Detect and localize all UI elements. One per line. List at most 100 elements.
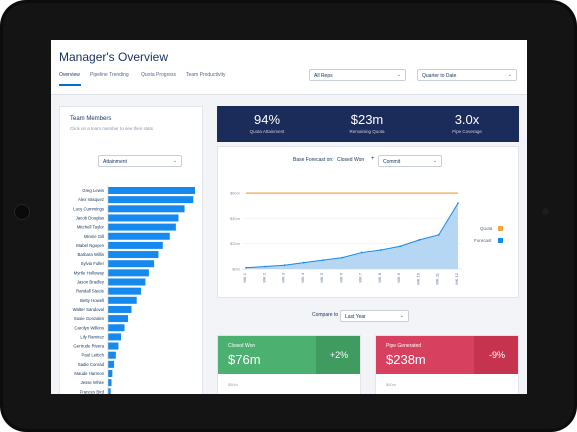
forecast-point[interactable]	[399, 245, 402, 248]
closed-won-option[interactable]: Closed Won	[337, 157, 365, 163]
member-attainment-bar[interactable]	[108, 324, 125, 332]
member-attainment-bar[interactable]	[108, 296, 137, 304]
forecast-point[interactable]	[322, 259, 324, 262]
forecast-point[interactable]	[437, 233, 440, 236]
member-attainment-bar[interactable]	[108, 315, 129, 323]
kpi-remaining-quota: $23m Remaining Quota	[317, 112, 417, 134]
closed-won-value: $76m	[228, 352, 261, 367]
member-name-label: Sadie Conrad	[78, 362, 105, 367]
tab-pipeline-trending[interactable]: Pipeline Trending	[90, 72, 129, 78]
forecast-point[interactable]	[418, 239, 421, 241]
member-attainment-bar[interactable]	[108, 241, 163, 249]
closed-won-footer: $50m	[228, 382, 239, 387]
forecast-point[interactable]	[245, 266, 247, 269]
member-attainment-bar[interactable]	[108, 260, 155, 268]
x-tick-label: WK 3	[281, 272, 286, 283]
y-tick-label: $0m	[232, 267, 240, 272]
tab-team-productivity[interactable]: Team Productivity	[186, 72, 226, 78]
forecast-line	[245, 202, 459, 269]
member-attainment-bar[interactable]	[108, 278, 146, 286]
pipe-generated-footer: $50m	[386, 382, 397, 387]
x-tick-label: WK 7	[358, 272, 363, 283]
member-attainment-bar[interactable]	[108, 251, 159, 259]
member-attainment-bar[interactable]	[108, 205, 185, 213]
forecast-point[interactable]	[457, 202, 459, 205]
member-attainment-bar[interactable]	[108, 379, 112, 387]
kpi-pipe-coverage: 3.0x Pipe Coverage	[417, 112, 517, 134]
x-tick-label: WK 9	[396, 272, 401, 283]
pipe-generated-title: Pipe Generated	[386, 343, 422, 349]
member-attainment-bar[interactable]	[108, 214, 179, 222]
member-name-label: Paul Lettich	[82, 353, 105, 358]
member-name-label: Minnie Gill	[84, 234, 104, 239]
member-attainment-bar[interactable]	[108, 269, 149, 277]
commit-select[interactable]: Commit ⌄	[378, 155, 442, 167]
member-attainment-bar[interactable]	[108, 187, 195, 194]
x-tick-label: WK 8	[377, 272, 382, 283]
kpi-label: Quota Attainment	[249, 129, 285, 134]
legend-forecast: Forecast	[474, 238, 492, 243]
member-name-label: Gertrude Rivera	[73, 344, 104, 349]
forecast-point[interactable]	[283, 264, 286, 267]
member-name-label: Lily Ramirez	[80, 334, 104, 339]
member-name-label: Walter Sandoval	[73, 307, 104, 312]
kpi-summary-bar: 94% Quota Attainment $23m Remaining Quot…	[217, 106, 519, 142]
x-tick-label: WK 2	[261, 272, 266, 283]
member-attainment-bar[interactable]	[108, 333, 122, 341]
home-button[interactable]	[14, 204, 30, 220]
y-tick-label: $20m	[230, 241, 241, 246]
member-name-label: Susie Gonzales	[74, 316, 104, 321]
forecast-point[interactable]	[302, 261, 305, 264]
team-members-title: Team Members	[70, 116, 112, 122]
member-attainment-bar[interactable]	[108, 342, 119, 350]
pipe-generated-card[interactable]: -9% Pipe Generated $238m $50m	[375, 335, 519, 394]
active-tab-indicator	[59, 84, 81, 86]
member-attainment-bar[interactable]	[108, 351, 116, 359]
member-name-label: Carolyn Wilkins	[74, 325, 104, 330]
member-name-label: Mitchell Taylor	[77, 225, 105, 230]
member-attainment-bar[interactable]	[108, 370, 113, 377]
team-members-panel: Team Members Click on a team member to s…	[59, 106, 203, 394]
member-attainment-bar[interactable]	[108, 287, 142, 295]
chevron-down-icon: ⌄	[507, 72, 512, 78]
forecast-point[interactable]	[264, 265, 267, 268]
member-attainment-bar[interactable]	[108, 305, 132, 313]
team-members-subtitle: Click on a team member to see their stat…	[70, 126, 154, 131]
camera-lens	[542, 208, 549, 215]
forecast-point[interactable]	[360, 251, 363, 254]
member-name-label: Myrtle Holloway	[74, 270, 105, 275]
metric-select[interactable]: Attainment ⌄	[98, 155, 182, 167]
member-attainment-bar[interactable]	[108, 223, 176, 231]
plus-sign: +	[371, 156, 375, 162]
closed-won-card[interactable]: +2% Closed Won $76m $50m	[217, 335, 361, 394]
chevron-down-icon: ⌄	[172, 158, 177, 164]
chevron-down-icon: ⌄	[399, 313, 404, 319]
kpi-value: 3.0x	[454, 112, 480, 127]
member-attainment-bar[interactable]	[108, 388, 111, 394]
legend-swatch-forecast	[498, 238, 503, 243]
closed-won-title: Closed Won	[228, 343, 256, 349]
reps-select[interactable]: All Reps ⌄	[309, 69, 406, 81]
compare-select[interactable]: Last Year ⌄	[340, 310, 409, 322]
app-screen: Manager's Overview Overview Pipeline Tre…	[51, 40, 527, 394]
tab-quota-progress[interactable]: Quota Progress	[141, 72, 177, 78]
member-name-label: Betty Howell	[80, 298, 104, 303]
member-attainment-bar[interactable]	[108, 196, 194, 204]
metric-select-value: Attainment	[103, 159, 127, 165]
forecast-point[interactable]	[380, 249, 382, 251]
kpi-label: Remaining Quota	[349, 129, 385, 134]
member-attainment-bar[interactable]	[108, 232, 170, 240]
legend-quota: Quota	[480, 226, 493, 231]
team-attainment-chart: Greg Lewis Alex Vasquez Lucy Cummings Jacob…	[73, 185, 195, 394]
member-name-label: Barbara Willis	[77, 252, 104, 257]
x-tick-label: WK 12	[454, 272, 459, 285]
forecast-point[interactable]	[341, 256, 344, 259]
member-name-label: Jesse White	[81, 380, 105, 385]
member-attainment-bar[interactable]	[108, 360, 115, 368]
x-tick-label: WK 4	[300, 272, 305, 283]
tab-overview[interactable]: Overview	[59, 72, 80, 78]
period-select[interactable]: Quarter to Date ⌄	[417, 69, 517, 81]
page-title: Manager's Overview	[59, 50, 168, 64]
compare-select-value: Last Year	[345, 314, 366, 320]
